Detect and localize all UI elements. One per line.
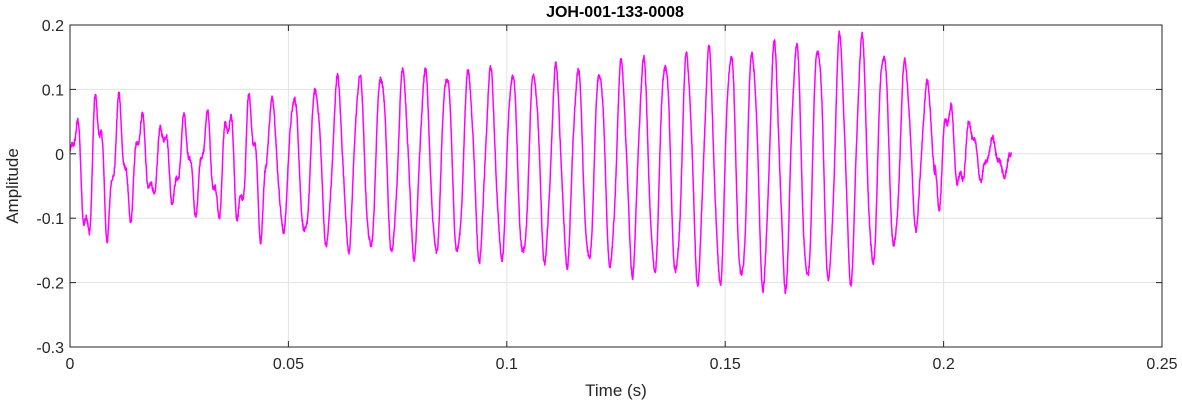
axis-ticks: 0 0.05 0.1 0.15 0.2 0.25 -0.3 -0.2 -0.1 0 0.1 0.2 xyxy=(36,18,1177,373)
y-tick-label: -0.1 xyxy=(36,211,64,228)
x-tick-label: 0.25 xyxy=(1146,356,1177,373)
y-axis-label: Amplitude xyxy=(3,148,22,224)
y-tick-label: 0.1 xyxy=(42,82,64,99)
chart-title: JOH-001-133-0008 xyxy=(546,4,684,21)
x-tick-label: 0 xyxy=(66,356,75,373)
y-tick-label: -0.3 xyxy=(36,340,64,357)
waveform-series-line xyxy=(69,30,1013,295)
x-axis-label: Time (s) xyxy=(585,381,647,400)
x-tick-label: 0.2 xyxy=(932,356,954,373)
y-tick-label: 0 xyxy=(55,147,64,164)
x-tick-label: 0.05 xyxy=(273,356,304,373)
y-tick-label: 0.2 xyxy=(42,18,64,35)
x-tick-label: 0.15 xyxy=(710,356,741,373)
x-tick-label: 0.1 xyxy=(496,356,518,373)
y-tick-label: -0.2 xyxy=(36,276,64,293)
plot-frame xyxy=(69,24,1163,348)
